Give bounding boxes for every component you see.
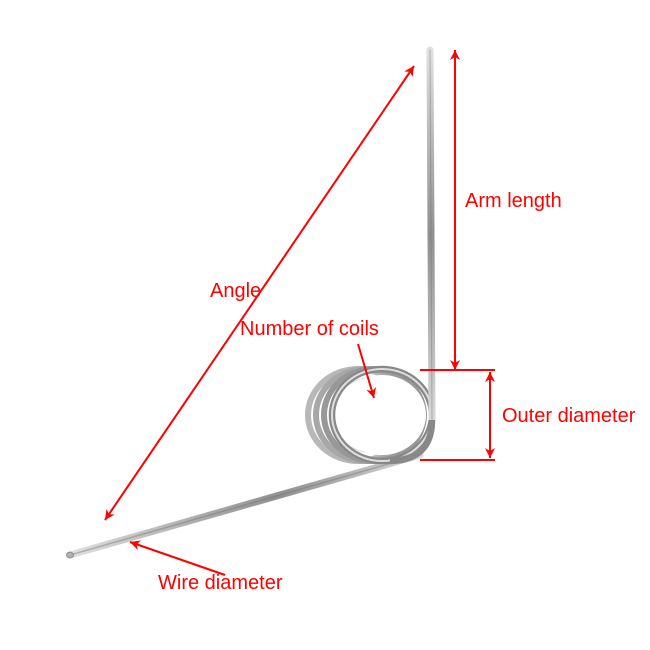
diagram-container: Arm length Angle Number of coils Outer d… <box>0 0 650 650</box>
angle-label: Angle <box>210 280 261 303</box>
spring-lower-arm <box>67 455 421 558</box>
wire-diameter-label: Wire diameter <box>158 572 282 595</box>
spring-upper-arm <box>430 50 432 420</box>
wire-diameter-pointer <box>130 542 225 575</box>
arm-length-label: Arm length <box>465 190 562 213</box>
number-of-coils-label: Number of coils <box>240 318 379 341</box>
outer-diameter-label: Outer diameter <box>502 405 635 428</box>
